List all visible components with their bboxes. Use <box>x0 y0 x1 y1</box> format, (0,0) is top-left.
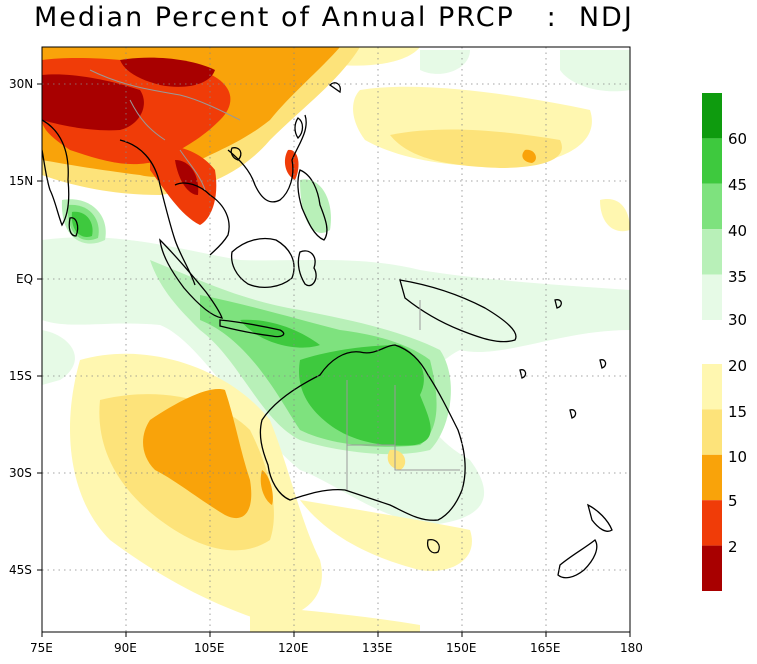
lat-label-45s: 45S <box>9 563 32 577</box>
axis-ticks <box>37 83 631 637</box>
lat-label-15n: 15N <box>9 174 34 188</box>
legend-label-2: 2 <box>728 538 738 556</box>
legend-label-60: 60 <box>728 130 748 148</box>
legend-label-30: 30 <box>728 311 748 329</box>
lat-label-30n: 30N <box>9 77 34 91</box>
lon-label-75e: 75E <box>30 641 53 655</box>
lat-label-15s: 15S <box>9 369 32 383</box>
lat-label-eq: EQ <box>16 272 34 286</box>
lon-label-165e: 165E <box>530 641 561 655</box>
lat-label-30s: 30S <box>9 466 32 480</box>
gridlines <box>42 47 630 632</box>
lon-label-120e: 120E <box>278 641 309 655</box>
borders <box>89 69 460 490</box>
map-title: Median Percent of Annual PRCP : NDJ <box>34 2 634 33</box>
dry-region-dark <box>42 57 215 195</box>
legend-label-15: 15 <box>728 403 748 421</box>
legend-label-10: 10 <box>728 448 748 466</box>
lon-label-90e: 90E <box>114 641 137 655</box>
legend-label-40: 40 <box>728 222 748 240</box>
legend-label-5: 5 <box>728 492 738 510</box>
legend-label-35: 35 <box>728 268 748 286</box>
legend-label-20: 20 <box>728 357 748 375</box>
lon-label-150e: 150E <box>446 641 477 655</box>
lon-label-180: 180 <box>620 641 643 655</box>
wet-region-green <box>71 211 431 446</box>
coastlines <box>42 82 613 579</box>
map-frame <box>41 46 631 633</box>
legend-label-45: 45 <box>728 176 748 194</box>
lon-label-135e: 135E <box>362 641 393 655</box>
lon-label-105e: 105E <box>194 641 225 655</box>
